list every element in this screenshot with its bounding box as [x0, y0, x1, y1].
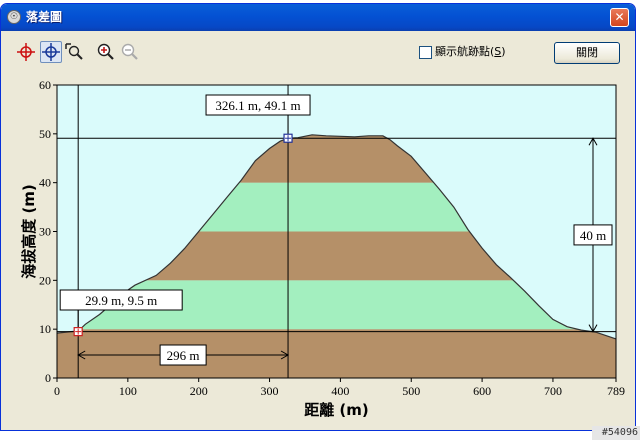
- y-tick-label: 10: [39, 322, 51, 336]
- title-bar[interactable]: ☉ 落差圖 ✕: [1, 4, 635, 31]
- y-tick-label: 20: [39, 273, 51, 287]
- zoom-in-icon: [97, 43, 114, 60]
- y-tick-label: 0: [45, 371, 51, 385]
- window-title: 落差圖: [26, 10, 63, 24]
- height-label-box: [573, 224, 613, 246]
- x-axis-title: 距離 (m): [304, 401, 369, 419]
- x-tick-label: 700: [544, 384, 562, 398]
- x-tick-label: 300: [261, 384, 279, 398]
- y-tick-label: 50: [39, 127, 51, 141]
- start-callout-box: [59, 289, 183, 311]
- start-callout-label: 29.9 m, 9.5 m: [85, 293, 157, 308]
- x-tick-label: 400: [331, 384, 349, 398]
- zoom-in-tool-button[interactable]: [95, 41, 117, 63]
- crosshair-blue-tool-button[interactable]: [40, 41, 62, 63]
- y-tick-label: 30: [39, 225, 51, 239]
- height-arrow-head-top: [588, 137, 598, 146]
- close-button[interactable]: 關閉: [554, 42, 620, 64]
- x-tick-label: 0: [54, 384, 60, 398]
- crosshair-blue-icon: [42, 43, 60, 61]
- y-axis-title: 海拔高度 (m): [20, 184, 38, 279]
- distance-arrow-head-right: [280, 350, 290, 360]
- distance-label-box: [159, 344, 207, 366]
- height-arrow-head-bottom: [588, 324, 598, 333]
- crosshair-red-tool-button[interactable]: [15, 41, 37, 63]
- x-tick-label: 100: [119, 384, 137, 398]
- x-tick-label: 500: [402, 384, 420, 398]
- zoom-out-tool-button[interactable]: [119, 41, 141, 63]
- end-callout-label: 326.1 m, 49.1 m: [215, 98, 300, 113]
- show-track-points-checkbox[interactable]: [419, 46, 432, 59]
- zoom-select-icon: [65, 43, 83, 60]
- distance-arrow-head-left: [77, 350, 86, 360]
- x-tick-label: 789: [607, 384, 625, 398]
- distance-label: 296 m: [167, 348, 200, 363]
- show-track-points-label[interactable]: 顯示航跡點(S): [435, 45, 506, 58]
- elevation-band: [57, 329, 616, 378]
- zoom-select-tool-button[interactable]: [63, 41, 85, 63]
- y-tick-label: 60: [39, 78, 51, 92]
- profile-line: [56, 134, 617, 340]
- watermark-badge: #54096: [592, 426, 640, 440]
- toolbar: 顯示航跡點(S) 關閉: [1, 34, 635, 68]
- x-tick-label: 600: [473, 384, 491, 398]
- end-callout-box: [205, 94, 311, 116]
- app-icon: ☉: [7, 10, 21, 24]
- height-label: 40 m: [580, 228, 606, 243]
- zoom-out-icon: [121, 43, 138, 60]
- y-tick-label: 40: [39, 176, 51, 190]
- crosshair-red-icon: [17, 43, 35, 61]
- window-close-button[interactable]: ✕: [610, 8, 629, 27]
- x-tick-label: 200: [190, 384, 208, 398]
